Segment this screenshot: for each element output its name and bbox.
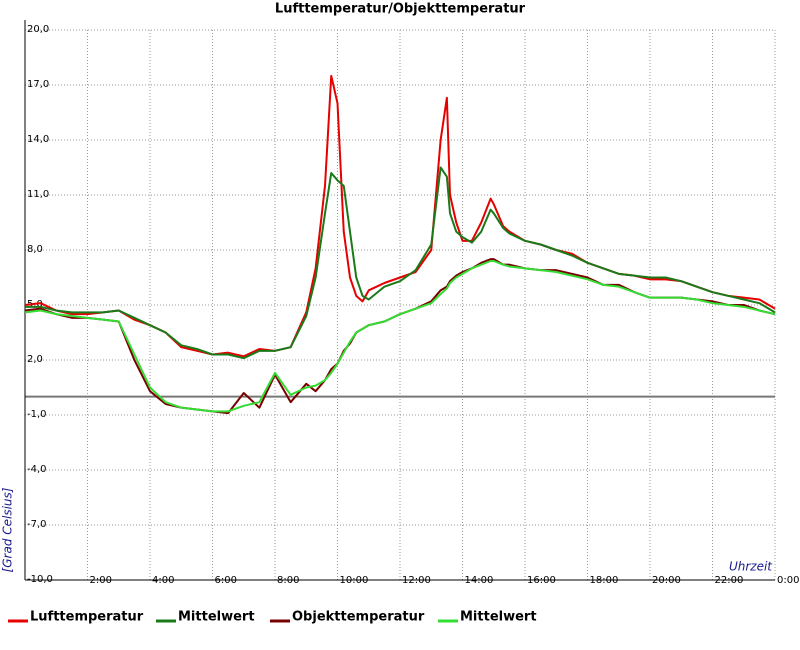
y-tick-label: 11,0 xyxy=(27,189,49,200)
y-tick-label: -1,0 xyxy=(27,409,47,420)
series-line xyxy=(24,260,776,413)
y-tick-label: -7,0 xyxy=(27,519,47,530)
chart-title: Lufttemperatur/Objekttemperatur xyxy=(275,2,526,17)
x-tick-label: 0:00 xyxy=(777,575,799,586)
y-tick-label: -4,0 xyxy=(27,464,47,475)
legend-label: Objekttemperatur xyxy=(292,610,425,625)
y-tick-label: 17,0 xyxy=(27,79,49,90)
y-tick-label: 2,0 xyxy=(27,354,43,365)
legend-label: Lufttemperatur xyxy=(30,610,144,625)
x-axis-label: Uhrzeit xyxy=(729,560,773,574)
y-tick-label: 14,0 xyxy=(27,134,49,145)
y-tick-label: 20,0 xyxy=(27,24,49,35)
legend-label: Mittelwert xyxy=(178,610,255,625)
y-axis-label: [Grad Celsius] xyxy=(1,487,15,572)
series-line xyxy=(25,166,776,360)
legend-label: Mittelwert xyxy=(460,610,537,625)
y-tick-label: 8,0 xyxy=(27,244,43,255)
